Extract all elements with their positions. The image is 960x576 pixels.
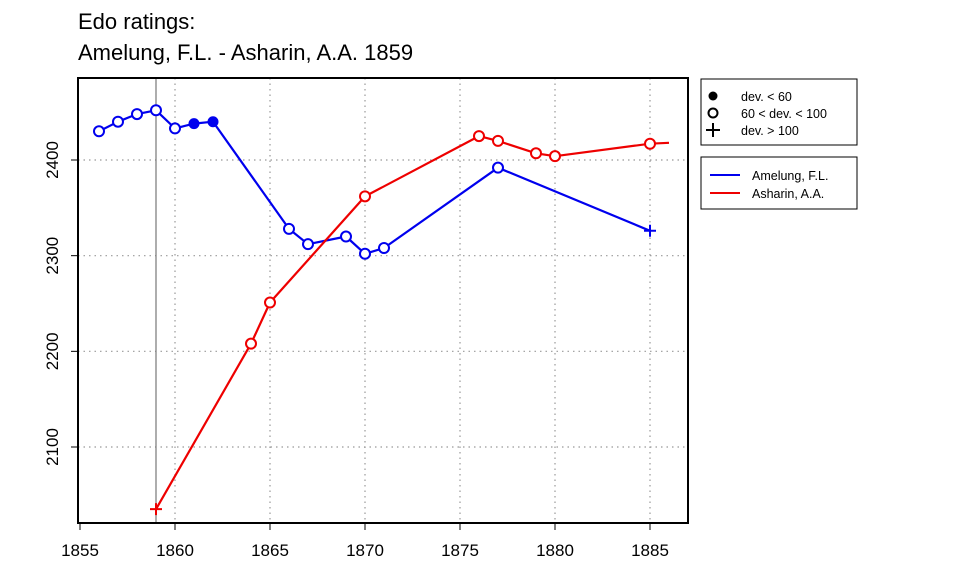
data-point (188, 118, 200, 130)
data-point (169, 122, 181, 135)
y-tick-label: 2200 (43, 332, 62, 370)
data-point (283, 222, 295, 235)
series-line (155, 135, 670, 510)
data-point (492, 134, 504, 147)
y-tick-label: 2400 (43, 141, 62, 179)
y-tick-label: 2100 (43, 428, 62, 466)
data-point (150, 503, 162, 516)
x-tick-label: 1865 (251, 541, 289, 560)
plot-frame (77, 77, 689, 524)
data-point (644, 224, 656, 237)
data-point (473, 130, 485, 143)
data-point (359, 190, 371, 203)
legend-label-amelung: Amelung, F.L. (752, 169, 828, 183)
series-legend-box (700, 156, 858, 210)
chart-subtitle: Amelung, F.L. - Asharin, A.A. 1859 (78, 40, 414, 65)
data-point (644, 137, 656, 150)
marker-legend: dev. < 60 60 < dev. < 100 dev. > 100 (700, 78, 858, 146)
y-tick-label: 2300 (43, 237, 62, 275)
series-legend: Amelung, F.L. Asharin, A.A. (700, 156, 858, 210)
data-point (245, 337, 257, 350)
data-point (378, 242, 390, 255)
data-point (492, 161, 504, 174)
marker-legend-label: 60 < dev. < 100 (741, 107, 827, 121)
data-point (112, 115, 124, 128)
chart-title: Edo ratings: (78, 9, 196, 34)
x-tick-label: 1870 (346, 541, 384, 560)
data-point (264, 296, 276, 309)
grid-layer (78, 78, 688, 523)
x-tick-label: 1880 (536, 541, 574, 560)
data-point (530, 147, 542, 160)
series-layer (93, 104, 670, 516)
data-point (359, 247, 371, 260)
x-tick-label: 1860 (156, 541, 194, 560)
marker-legend-box (700, 78, 858, 146)
marker-legend-label: dev. > 100 (741, 124, 799, 138)
data-point (549, 150, 561, 163)
data-point (93, 125, 105, 138)
series-line (98, 109, 651, 255)
x-tick-label: 1875 (441, 541, 479, 560)
x-tick-label: 1855 (61, 541, 99, 560)
data-point (131, 108, 143, 121)
legend-label-asharin: Asharin, A.A. (752, 187, 824, 201)
data-point (207, 116, 219, 128)
axis-layer: 1855 1860 1865 1870 1875 1880 1885 2100 2200 2300… (43, 141, 669, 560)
open-circle-icon (707, 107, 719, 119)
plus-icon (706, 123, 720, 137)
data-point (302, 238, 314, 251)
filled-circle-icon (708, 91, 718, 101)
data-point (340, 230, 352, 243)
marker-legend-label: dev. < 60 (741, 90, 792, 104)
data-point (150, 104, 162, 117)
x-tick-label: 1885 (631, 541, 669, 560)
